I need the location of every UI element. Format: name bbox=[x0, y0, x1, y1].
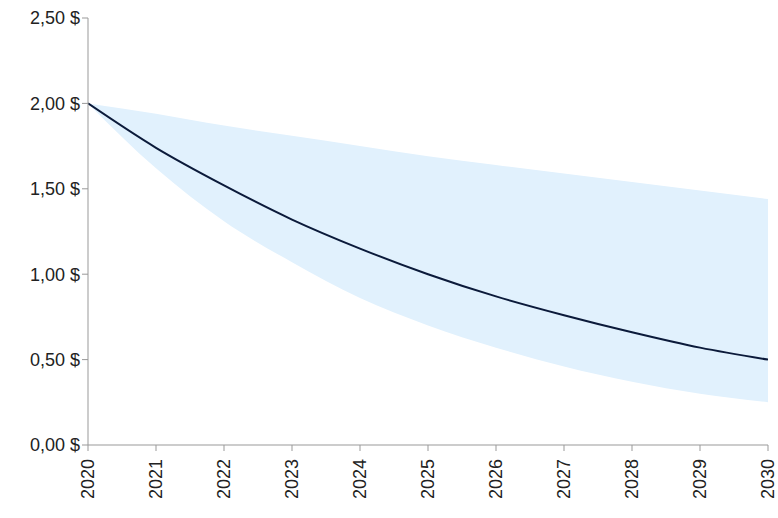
svg-text:0,00 $: 0,00 $ bbox=[30, 435, 80, 455]
svg-text:1,00 $: 1,00 $ bbox=[30, 265, 80, 285]
svg-text:2020: 2020 bbox=[78, 459, 98, 499]
svg-text:2022: 2022 bbox=[214, 459, 234, 499]
svg-text:2026: 2026 bbox=[486, 459, 506, 499]
svg-text:2024: 2024 bbox=[350, 459, 370, 499]
svg-text:2027: 2027 bbox=[554, 459, 574, 499]
svg-text:2025: 2025 bbox=[418, 459, 438, 499]
svg-text:2,00 $: 2,00 $ bbox=[30, 94, 80, 114]
svg-text:2021: 2021 bbox=[146, 459, 166, 499]
svg-text:0,50 $: 0,50 $ bbox=[30, 350, 80, 370]
svg-text:1,50 $: 1,50 $ bbox=[30, 179, 80, 199]
svg-text:2030: 2030 bbox=[758, 459, 770, 499]
svg-text:2029: 2029 bbox=[690, 459, 710, 499]
svg-text:2023: 2023 bbox=[282, 459, 302, 499]
svg-text:2,50 $: 2,50 $ bbox=[30, 8, 80, 28]
svg-text:2028: 2028 bbox=[622, 459, 642, 499]
